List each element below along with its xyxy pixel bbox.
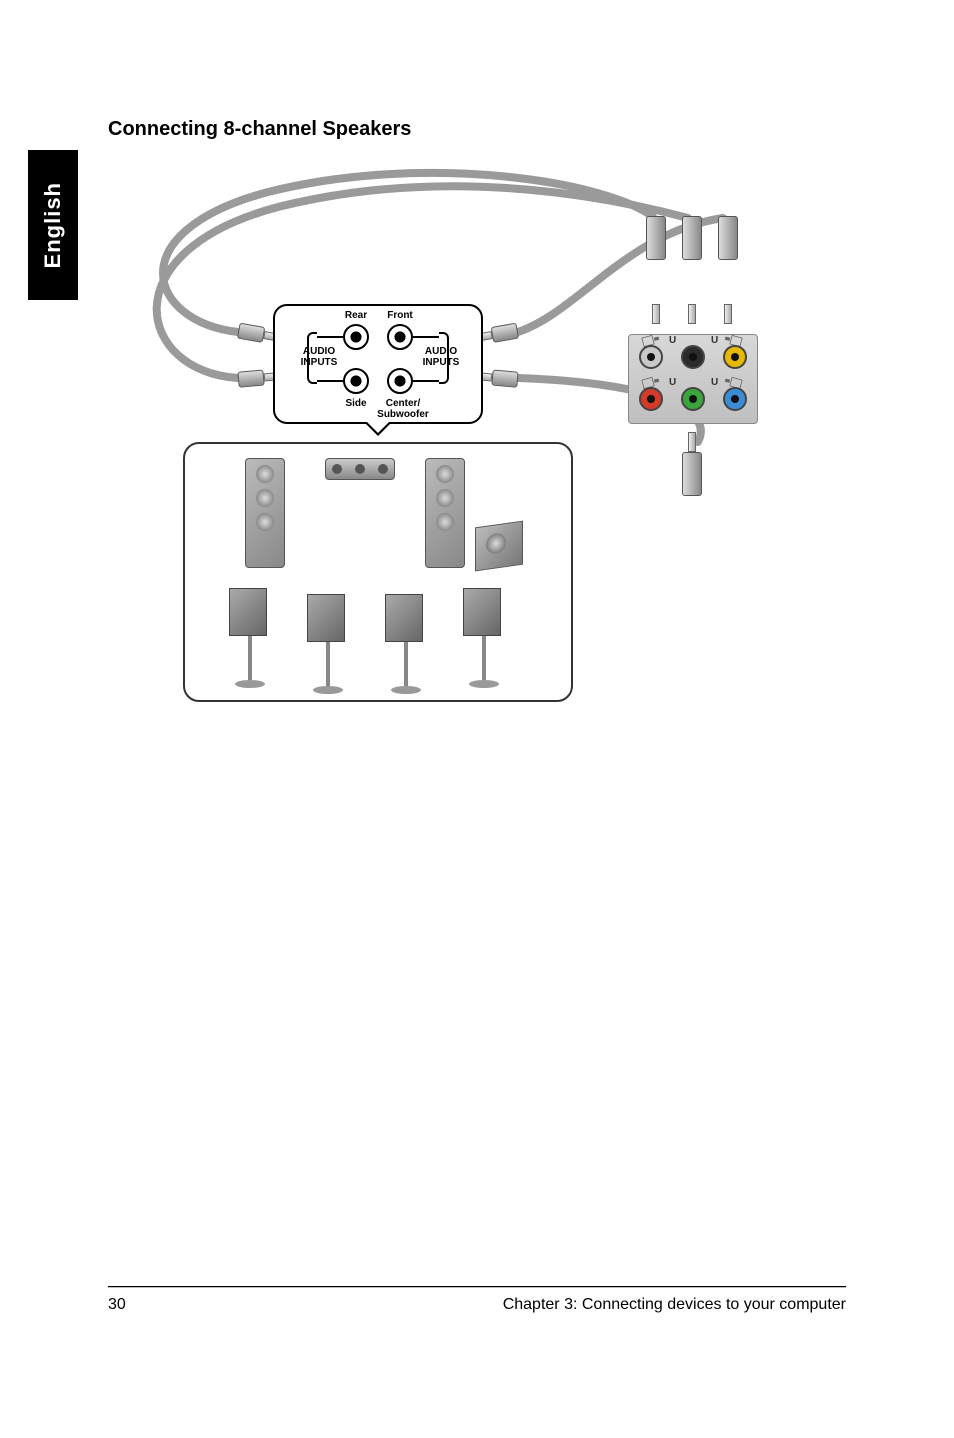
subwoofer bbox=[475, 521, 523, 572]
language-label: English bbox=[40, 182, 66, 268]
chapter-title: Chapter 3: Connecting devices to your co… bbox=[503, 1296, 846, 1314]
port-4 bbox=[639, 387, 663, 411]
page-number: 30 bbox=[108, 1296, 126, 1314]
section-heading: Connecting 8-channel Speakers bbox=[108, 118, 411, 141]
surround-speaker-2 bbox=[307, 594, 349, 694]
panel-u-1: U bbox=[669, 335, 676, 346]
tower-speaker-right bbox=[425, 458, 465, 568]
panel-u-4: U bbox=[711, 377, 718, 388]
hub-jack-front bbox=[387, 324, 413, 350]
pc-audio-panel: U U U U bbox=[628, 334, 758, 424]
port-1 bbox=[639, 345, 663, 369]
surround-speaker-3 bbox=[385, 594, 427, 694]
hub-label-center: Center/ Subwoofer bbox=[375, 398, 431, 420]
tower-speaker-left bbox=[245, 458, 285, 568]
plug-hub-center bbox=[477, 366, 519, 389]
port-3 bbox=[723, 345, 747, 369]
hub-label-audio-left: AUDIO INPUTS bbox=[297, 346, 341, 368]
connection-diagram: Rear Front Side Center/ Subwoofer AUDIO … bbox=[108, 152, 848, 722]
port-5 bbox=[681, 387, 705, 411]
hub-label-side: Side bbox=[337, 398, 375, 409]
hub-label-front: Front bbox=[387, 310, 413, 321]
speaker-group bbox=[183, 442, 573, 702]
language-tab: English bbox=[28, 150, 78, 300]
port-6 bbox=[723, 387, 747, 411]
speaker-hub: Rear Front Side Center/ Subwoofer AUDIO … bbox=[273, 304, 483, 424]
port-2 bbox=[681, 345, 705, 369]
surround-speaker-1 bbox=[229, 588, 271, 688]
surround-speaker-4 bbox=[463, 588, 505, 688]
hub-jack-center bbox=[387, 368, 413, 394]
hub-jack-rear bbox=[343, 324, 369, 350]
center-speaker bbox=[325, 458, 395, 480]
hub-label-rear: Rear bbox=[343, 310, 369, 321]
hub-jack-side bbox=[343, 368, 369, 394]
hub-label-audio-right: AUDIO INPUTS bbox=[419, 346, 463, 368]
footer-rule bbox=[108, 1286, 846, 1288]
panel-u-3: U bbox=[669, 377, 676, 388]
panel-u-2: U bbox=[711, 335, 718, 346]
